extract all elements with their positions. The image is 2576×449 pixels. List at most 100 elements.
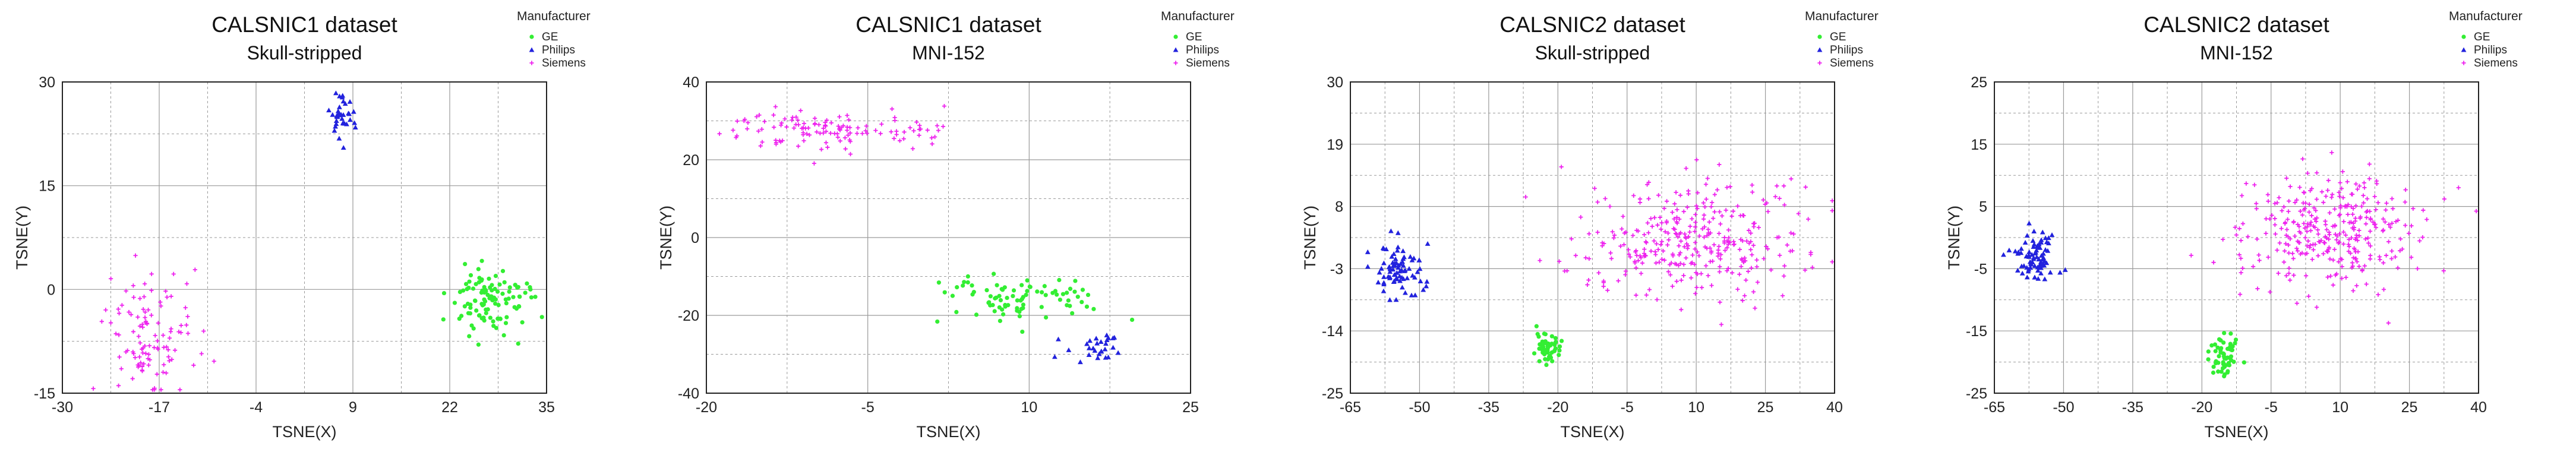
data-point-siemens <box>878 131 883 136</box>
data-point-siemens <box>2359 204 2364 209</box>
data-point-siemens <box>2311 247 2316 252</box>
data-point-siemens <box>746 120 750 125</box>
data-point-philips <box>2024 233 2030 238</box>
data-point-siemens <box>1709 251 1713 255</box>
data-point-siemens <box>2363 236 2368 241</box>
data-point-siemens <box>1693 229 1697 234</box>
data-point-ge <box>1548 343 1552 348</box>
data-point-siemens <box>816 122 821 127</box>
legend-marker-ge <box>1817 34 1822 39</box>
data-point-siemens <box>183 305 188 310</box>
data-point-siemens <box>2303 273 2309 278</box>
data-point-siemens <box>936 128 941 133</box>
data-point-philips <box>1112 334 1117 340</box>
data-point-ge <box>1557 353 1561 358</box>
legend-label: Siemens <box>1830 57 1874 69</box>
x-tick-label: 40 <box>2470 399 2487 416</box>
data-point-siemens <box>2398 236 2403 241</box>
data-point-philips <box>1391 279 1397 284</box>
data-point-siemens <box>1670 284 1675 289</box>
data-point-siemens <box>847 138 852 143</box>
data-point-siemens <box>1610 229 1615 234</box>
data-point-philips <box>336 135 342 141</box>
data-point-siemens <box>2287 266 2291 271</box>
data-point-siemens <box>1659 257 1664 262</box>
data-point-siemens <box>1557 259 1562 264</box>
data-point-siemens <box>2364 282 2369 286</box>
data-point-siemens <box>1601 279 1606 283</box>
data-point-philips <box>1400 263 1406 268</box>
data-point-philips <box>336 104 342 109</box>
data-point-siemens <box>2239 270 2243 275</box>
data-point-siemens <box>2354 283 2359 288</box>
legend-label: Philips <box>1830 44 1863 56</box>
data-point-philips <box>1388 228 1394 233</box>
data-point-siemens <box>1830 208 1835 213</box>
data-point-siemens <box>2298 252 2303 257</box>
data-point-siemens <box>2314 305 2319 309</box>
data-point-siemens <box>734 134 739 138</box>
data-point-siemens <box>1690 260 1694 265</box>
data-point-siemens <box>889 106 895 112</box>
data-point-siemens <box>2284 176 2289 181</box>
data-point-siemens <box>1694 285 1699 290</box>
data-point-siemens <box>2303 206 2307 211</box>
data-point-ge <box>507 289 512 294</box>
data-point-siemens <box>146 308 151 312</box>
data-point-siemens <box>735 119 740 124</box>
data-point-siemens <box>848 151 853 157</box>
data-point-siemens <box>185 331 191 336</box>
data-point-siemens <box>1628 255 1633 260</box>
data-point-siemens <box>2376 200 2381 205</box>
data-point-siemens <box>1769 267 1773 273</box>
data-point-ge <box>487 276 491 281</box>
data-point-siemens <box>2341 219 2346 224</box>
data-point-siemens <box>2303 226 2307 230</box>
data-point-ge <box>503 321 509 325</box>
data-point-siemens <box>2353 237 2358 242</box>
data-point-siemens <box>1780 293 1785 298</box>
data-point-siemens <box>2363 222 2369 226</box>
data-point-siemens <box>1585 282 1590 287</box>
data-point-siemens <box>2370 220 2375 224</box>
data-point-siemens <box>2381 287 2386 292</box>
data-point-siemens <box>178 387 182 392</box>
data-point-siemens <box>780 138 785 143</box>
data-point-siemens <box>2331 283 2335 287</box>
data-point-siemens <box>1672 217 1677 222</box>
data-point-siemens <box>171 271 176 276</box>
data-point-siemens <box>837 127 842 131</box>
data-point-ge <box>999 287 1004 292</box>
x-tick-label: -20 <box>696 399 717 416</box>
data-point-siemens <box>1695 190 1700 195</box>
data-point-ge <box>1020 329 1025 334</box>
data-point-philips <box>1401 268 1407 273</box>
data-point-philips <box>2028 265 2034 270</box>
data-point-ge <box>1057 277 1062 283</box>
data-point-siemens <box>1690 216 1694 222</box>
x-tick-label: -50 <box>1409 399 1430 416</box>
data-point-siemens <box>2189 253 2193 258</box>
data-point-philips <box>1412 274 1418 280</box>
data-point-siemens <box>131 295 136 300</box>
data-point-siemens <box>2288 236 2293 241</box>
data-point-siemens <box>1716 248 1721 252</box>
data-point-siemens <box>1730 270 1735 275</box>
data-point-siemens <box>2314 197 2319 202</box>
data-point-siemens <box>2376 292 2381 297</box>
data-point-siemens <box>1761 198 1766 203</box>
data-point-siemens <box>864 131 869 136</box>
data-point-siemens <box>1694 157 1699 162</box>
data-point-siemens <box>1616 279 1621 283</box>
data-point-siemens <box>1684 255 1688 260</box>
data-point-siemens <box>2308 188 2313 193</box>
data-point-siemens <box>940 124 946 129</box>
plot-frame <box>1994 81 2479 394</box>
data-point-ge <box>488 315 493 320</box>
plot-area <box>1350 82 1835 393</box>
data-point-siemens <box>1728 184 1732 189</box>
data-point-siemens <box>2240 221 2245 226</box>
data-point-siemens <box>2276 271 2281 276</box>
data-point-siemens <box>2345 179 2350 184</box>
data-point-philips <box>344 121 349 127</box>
